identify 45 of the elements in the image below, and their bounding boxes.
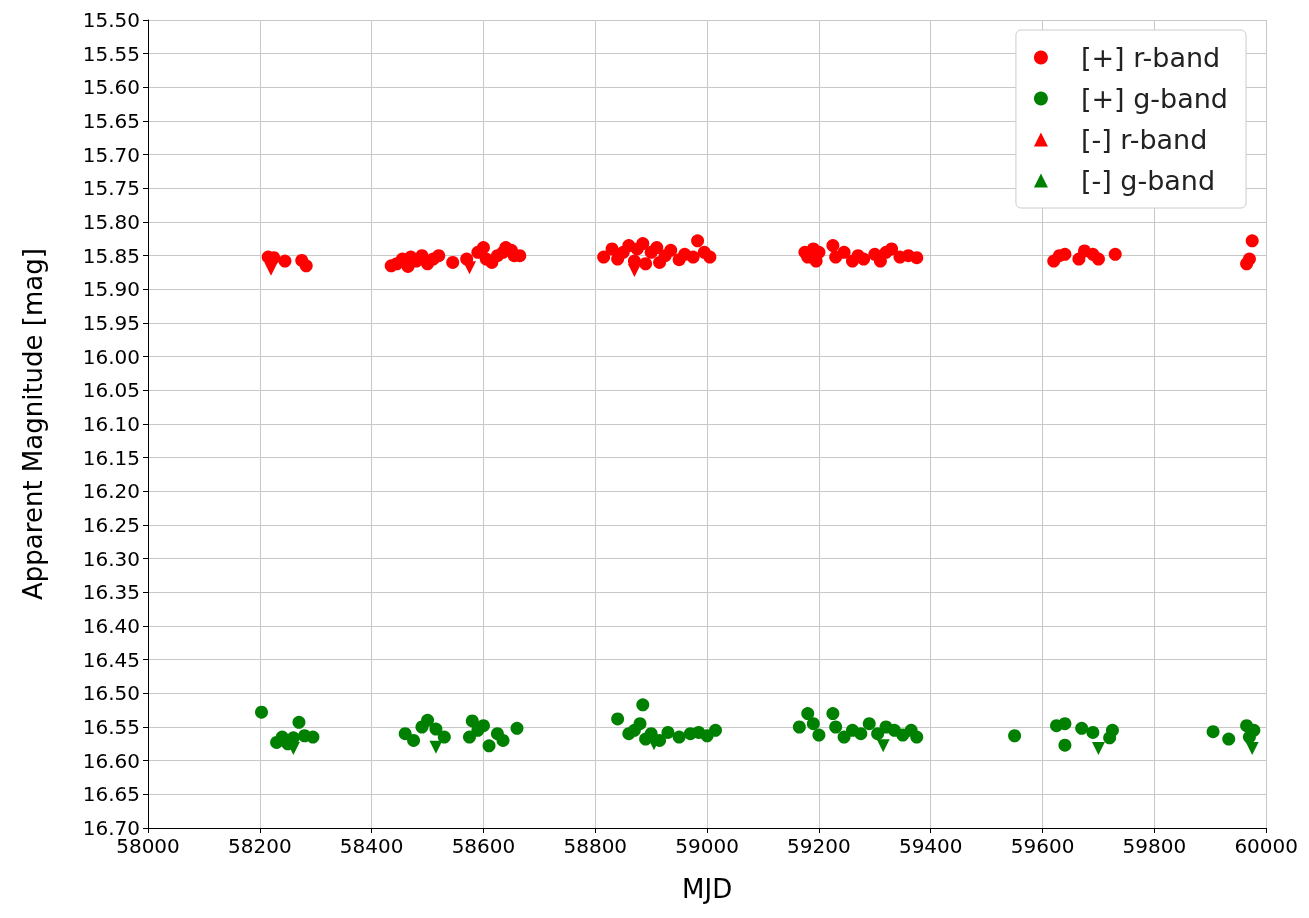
y-tick-label: 15.55 <box>82 41 140 66</box>
y-tick-label: 15.70 <box>82 142 140 167</box>
point <box>876 739 890 753</box>
x-tick-label: 58400 <box>339 834 404 858</box>
y-tick-label: 15.90 <box>82 277 140 302</box>
y-tick-label: 16.20 <box>82 479 140 504</box>
y-tick-label: 15.50 <box>82 8 140 32</box>
y-tick-label: 16.10 <box>82 412 140 436</box>
x-axis-title: MJD <box>682 874 733 904</box>
legend-label: [+] r-band <box>1080 42 1221 73</box>
y-tick-label: 15.95 <box>82 311 140 335</box>
point <box>1091 742 1105 756</box>
y-tick-label: 16.65 <box>82 782 140 807</box>
x-tick-label: 59000 <box>675 834 739 858</box>
x-tick-label: 58200 <box>228 834 292 858</box>
point <box>264 262 278 276</box>
y-tick-label: 15.85 <box>82 243 140 268</box>
y-tick-label: 15.65 <box>82 109 140 133</box>
y-tick-label: 16.30 <box>82 546 140 571</box>
y-tick-label: 16.45 <box>82 647 140 672</box>
y-tick-label: 16.05 <box>82 378 140 403</box>
y-tick-label: 16.35 <box>82 580 140 605</box>
x-tick-label: 60000 <box>1234 834 1298 858</box>
y-tick-label: 16.50 <box>82 681 140 706</box>
point <box>429 740 443 754</box>
x-tick-label: 58800 <box>563 834 628 858</box>
y-tick-label: 16.25 <box>82 513 140 537</box>
legend-label: [+] g-band <box>1080 83 1228 114</box>
y-tick-label: 16.15 <box>82 445 140 470</box>
x-tick-label: 59600 <box>1010 834 1075 858</box>
y-tick-label: 16.00 <box>82 344 140 369</box>
y-tick-label: 15.60 <box>82 75 140 100</box>
x-tick-label: 58600 <box>451 834 516 858</box>
y-tick-label: 15.75 <box>82 176 140 201</box>
legend-label: [-] r-band <box>1080 124 1208 155</box>
x-tick-label: 59800 <box>1122 834 1187 858</box>
y-axis-title: Apparent Magnitude [mag] <box>18 248 48 600</box>
point <box>1245 742 1259 756</box>
x-tick-label: 59400 <box>898 834 963 858</box>
x-tick-label: 59200 <box>787 834 851 858</box>
y-tick-label: 15.80 <box>82 210 140 234</box>
y-tick-label: 16.60 <box>82 748 140 773</box>
y-tick-label: 16.55 <box>82 715 140 739</box>
y-tick-label: 16.40 <box>82 614 140 638</box>
legend-label: [-] g-band <box>1080 165 1216 196</box>
